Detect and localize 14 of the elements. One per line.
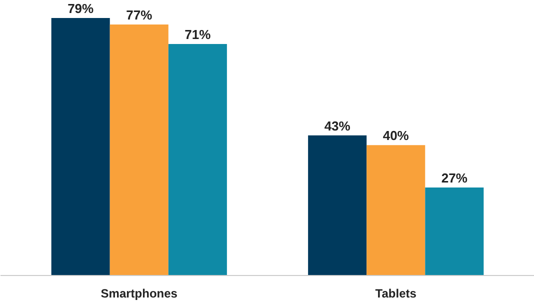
data-label: 71% <box>184 27 212 42</box>
bar <box>366 145 426 276</box>
data-label: 27% <box>441 170 468 186</box>
bar <box>51 18 110 276</box>
bar <box>168 44 227 276</box>
bar <box>110 24 168 276</box>
bar <box>425 187 484 276</box>
data-label: 79% <box>68 0 94 16</box>
data-label: 77% <box>126 7 153 22</box>
data-label: 40% <box>382 128 410 144</box>
data-label: 43% <box>324 118 351 134</box>
x-tick-label: Smartphones <box>100 286 178 300</box>
bar <box>308 135 367 276</box>
x-tick-label: Tablets <box>375 286 417 300</box>
